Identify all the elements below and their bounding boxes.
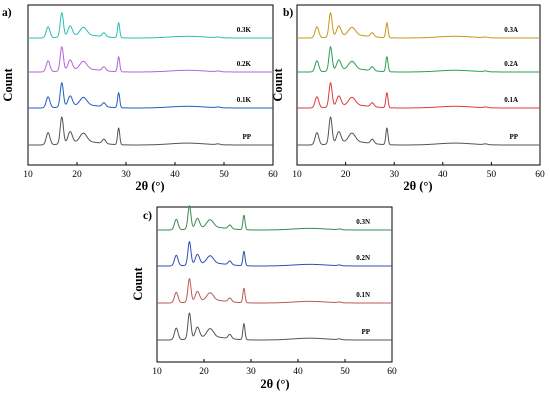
panel-letter: a) (2, 7, 12, 19)
plot-frame (296, 4, 541, 166)
series-line-0-2k (27, 46, 274, 73)
series-label-0-2n: 0.2N (356, 254, 370, 262)
x-axis-title: 2θ (°) (403, 179, 432, 193)
series-line-pp (27, 116, 274, 146)
series-label-0-1k: 0.1K (237, 96, 252, 104)
panel-c: 10 20 30 40 50 60 2θ (°) Count c) PP 0.1N 0.2N 0.3N (131, 205, 397, 391)
x-tick-label: 20 (72, 170, 82, 180)
x-tick-label: 50 (340, 367, 350, 377)
series-line-0-3n (156, 205, 393, 231)
x-tick-label: 60 (535, 170, 545, 180)
series-label-0-2a: 0.2A (504, 60, 518, 68)
series-line-0-3k (27, 12, 274, 39)
x-tick-label: 10 (152, 367, 162, 377)
series-label-pp: PP (509, 133, 518, 141)
plot-frame (27, 4, 274, 166)
x-axis-title: 2θ (°) (260, 377, 289, 391)
x-tick-label: 40 (438, 170, 448, 180)
series-line-pp (296, 116, 541, 146)
panel-a: 10 20 30 40 50 60 2θ (°) Count a) PP 0.1K 0.2K 0.3K (1, 4, 278, 193)
series-line-0-1a (296, 82, 541, 109)
x-tick-label: 40 (170, 170, 180, 180)
x-tick-label: 10 (292, 170, 302, 180)
x-tick-label: 60 (268, 170, 278, 180)
x-axis-title: 2θ (°) (135, 179, 164, 193)
series-line-0-2a (296, 46, 541, 73)
series-line-0-1k (27, 82, 274, 109)
panel-b: 10 20 30 40 50 60 2θ (°) Count b) PP 0.1A 0.2A 0.3A (271, 4, 545, 193)
y-axis-title: Count (131, 266, 145, 300)
series-label-pp: PP (242, 133, 251, 141)
x-tick-label: 10 (23, 170, 33, 180)
series-line-pp (156, 312, 393, 341)
x-tick-label: 20 (199, 367, 209, 377)
series-label-0-2k: 0.2K (237, 60, 252, 68)
y-axis-title: Count (271, 67, 285, 101)
x-tick-label: 50 (219, 170, 229, 180)
series-label-0-1n: 0.1N (356, 291, 370, 299)
series-line-0-2n (156, 241, 393, 267)
x-tick-label: 30 (389, 170, 399, 180)
x-tick-label: 30 (121, 170, 131, 180)
panel-letter: c) (143, 210, 152, 222)
y-axis-title: Count (1, 67, 15, 101)
x-tick-label: 30 (246, 367, 256, 377)
series-label-0-3n: 0.3N (356, 218, 370, 226)
series-label-0-3a: 0.3A (504, 26, 518, 34)
series-label-pp: PP (361, 328, 370, 336)
series-label-0-1a: 0.1A (504, 96, 518, 104)
series-line-0-3a (296, 12, 541, 39)
x-tick-label: 50 (487, 170, 497, 180)
x-tick-label: 60 (387, 367, 397, 377)
series-label-0-3k: 0.3K (237, 26, 252, 34)
x-tick-label: 40 (293, 367, 303, 377)
plot-frame (156, 206, 393, 363)
series-line-0-1n (156, 278, 393, 304)
x-tick-label: 20 (341, 170, 351, 180)
panel-letter: b) (283, 7, 293, 19)
